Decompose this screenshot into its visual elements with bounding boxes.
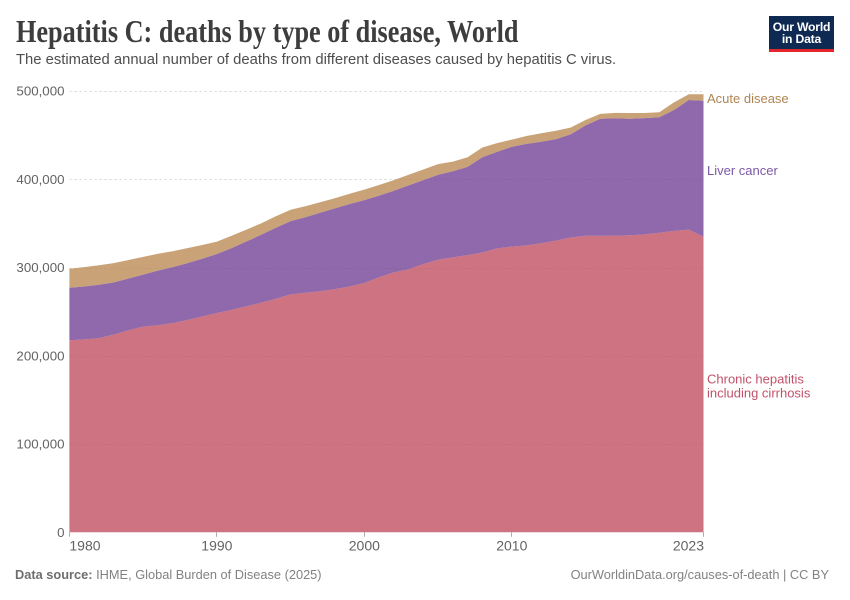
svg-text:Chronic hepatitis: Chronic hepatitis [707,372,804,387]
svg-text:0: 0 [57,525,64,540]
svg-text:2010: 2010 [496,538,527,554]
svg-text:2000: 2000 [349,538,380,554]
svg-text:1990: 1990 [201,538,232,554]
svg-text:400,000: 400,000 [16,172,64,187]
svg-text:2023: 2023 [673,538,704,554]
svg-text:including cirrhosis: including cirrhosis [707,386,811,401]
svg-text:1980: 1980 [69,538,100,554]
svg-text:200,000: 200,000 [16,348,64,363]
svg-text:300,000: 300,000 [16,260,64,275]
svg-text:500,000: 500,000 [16,84,64,99]
svg-text:Acute disease: Acute disease [707,91,789,106]
svg-text:100,000: 100,000 [16,437,64,452]
svg-text:Liver cancer: Liver cancer [707,163,778,178]
